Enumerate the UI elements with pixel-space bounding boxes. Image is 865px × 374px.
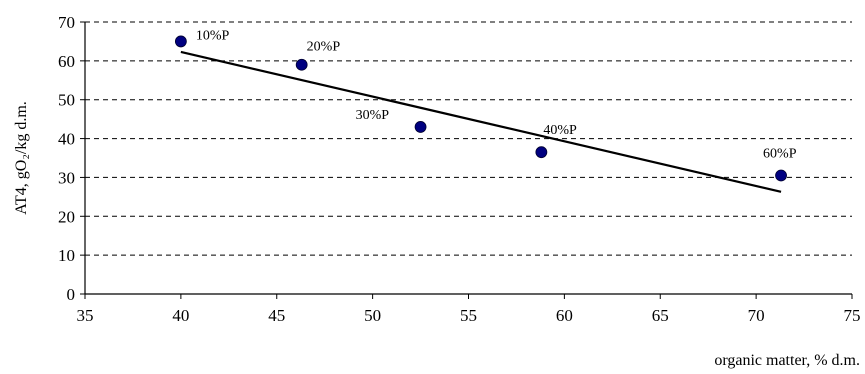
tick-labels: 0 10 20 30 40 50 60 70 35 40 45 50 55 60 65 70 75 xyxy=(58,13,861,325)
data-point-2 xyxy=(295,58,308,71)
y-tick-label-40: 40 xyxy=(58,130,75,149)
data-point-5 xyxy=(775,169,787,182)
trendline-group xyxy=(180,50,782,193)
point-label-1: 10%P xyxy=(196,28,230,43)
x-tick-label-70: 70 xyxy=(748,306,765,325)
y-tick-label-20: 20 xyxy=(58,207,75,226)
point-label-5: 60%P xyxy=(763,146,797,161)
x-tick-label-75: 75 xyxy=(844,306,861,325)
x-tick-label-45: 45 xyxy=(268,306,285,325)
y-tick-label-10: 10 xyxy=(58,246,75,265)
x-tick-label-60: 60 xyxy=(556,306,573,325)
data-points xyxy=(174,35,787,182)
x-axis-label: organic matter, % d.m. xyxy=(714,352,860,369)
data-point-4 xyxy=(535,146,548,159)
data-point-3 xyxy=(414,121,427,133)
x-tick-label-50: 50 xyxy=(364,306,381,325)
point-label-3: 30%P xyxy=(356,108,390,123)
y-tick-label-70: 70 xyxy=(58,13,75,32)
y-tick-label-0: 0 xyxy=(67,285,76,304)
y-axis-label: AT4, gO₂/kg d.m. xyxy=(13,101,30,215)
point-label-2: 20%P xyxy=(307,40,341,55)
y-tick-label-30: 30 xyxy=(58,168,75,187)
trendline xyxy=(180,50,782,193)
x-tick-label-35: 35 xyxy=(77,306,94,325)
x-tick-label-65: 65 xyxy=(652,306,669,325)
point-labels: 10%P 20%P 30%P 40%P 60%P xyxy=(196,28,797,161)
data-point-1 xyxy=(174,35,187,48)
y-tick-label-60: 60 xyxy=(58,52,75,71)
x-tick-label-55: 55 xyxy=(460,306,477,325)
y-tick-label-50: 50 xyxy=(58,91,75,110)
x-tick-label-40: 40 xyxy=(172,306,189,325)
point-label-4: 40%P xyxy=(543,123,577,138)
axes xyxy=(80,21,853,299)
